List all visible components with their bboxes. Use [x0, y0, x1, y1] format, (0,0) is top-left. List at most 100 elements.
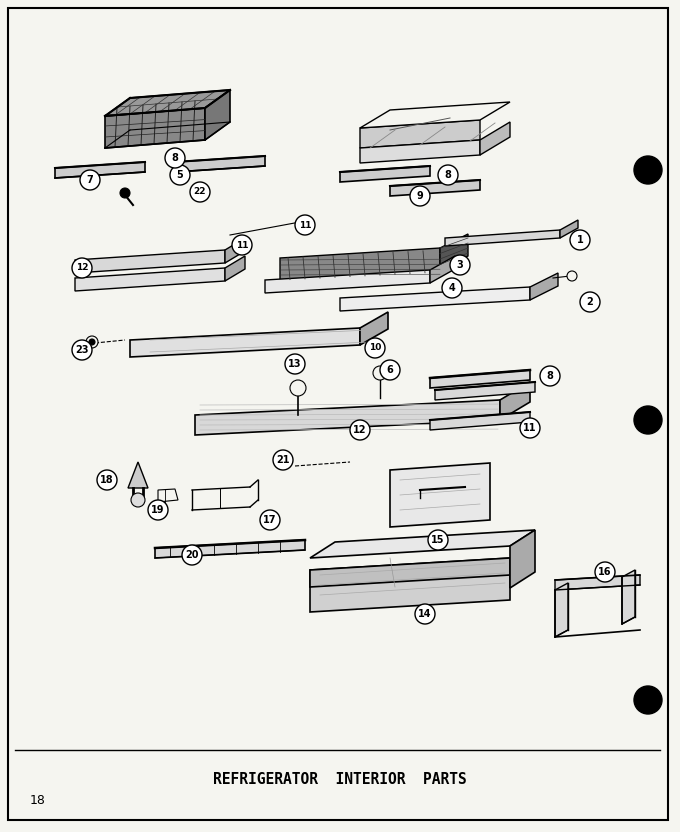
Text: 7: 7 [86, 175, 93, 185]
Circle shape [540, 366, 560, 386]
Polygon shape [360, 312, 388, 345]
Polygon shape [560, 220, 578, 238]
Polygon shape [105, 108, 205, 148]
Text: 11: 11 [299, 220, 311, 230]
Text: 12: 12 [75, 264, 88, 273]
Polygon shape [622, 570, 635, 624]
Text: 8: 8 [171, 153, 178, 163]
Polygon shape [530, 273, 558, 300]
Circle shape [72, 258, 92, 278]
Polygon shape [360, 102, 510, 128]
Circle shape [89, 339, 95, 345]
Text: 16: 16 [598, 567, 612, 577]
Circle shape [165, 148, 185, 168]
Polygon shape [158, 489, 178, 502]
Circle shape [380, 360, 400, 380]
Circle shape [567, 271, 577, 281]
Circle shape [232, 235, 252, 255]
Circle shape [290, 380, 306, 396]
Polygon shape [280, 248, 440, 280]
Circle shape [570, 230, 590, 250]
Circle shape [295, 215, 315, 235]
Polygon shape [440, 234, 468, 270]
Circle shape [80, 170, 100, 190]
Polygon shape [155, 540, 305, 558]
Polygon shape [340, 166, 430, 182]
Circle shape [350, 420, 370, 440]
Circle shape [415, 604, 435, 624]
Text: 11: 11 [523, 423, 537, 433]
Circle shape [148, 500, 168, 520]
Polygon shape [435, 382, 535, 400]
Polygon shape [360, 120, 480, 148]
Circle shape [120, 188, 130, 198]
Polygon shape [390, 463, 490, 527]
Text: 11: 11 [236, 240, 248, 250]
Circle shape [580, 292, 600, 312]
Text: 18: 18 [30, 794, 46, 806]
Circle shape [97, 470, 117, 490]
Polygon shape [430, 412, 530, 430]
Polygon shape [480, 122, 510, 155]
Circle shape [190, 182, 210, 202]
Polygon shape [555, 583, 568, 637]
Text: 23: 23 [75, 345, 89, 355]
Text: 13: 13 [288, 359, 302, 369]
Circle shape [273, 450, 293, 470]
Circle shape [450, 255, 470, 275]
Circle shape [520, 418, 540, 438]
Polygon shape [55, 162, 145, 178]
Polygon shape [430, 256, 455, 283]
Circle shape [373, 366, 387, 380]
Polygon shape [390, 180, 480, 196]
Polygon shape [130, 328, 360, 357]
Circle shape [634, 406, 662, 434]
Polygon shape [105, 90, 230, 116]
Text: 18: 18 [100, 475, 114, 485]
Circle shape [260, 510, 280, 530]
Polygon shape [500, 382, 530, 420]
Circle shape [131, 493, 145, 507]
Polygon shape [310, 558, 510, 587]
Circle shape [595, 562, 615, 582]
Circle shape [438, 165, 458, 185]
Polygon shape [225, 256, 245, 281]
Circle shape [442, 278, 462, 298]
Text: 8: 8 [547, 371, 554, 381]
Text: 3: 3 [457, 260, 463, 270]
Text: 9: 9 [417, 191, 424, 201]
Text: 19: 19 [151, 505, 165, 515]
Polygon shape [310, 530, 535, 558]
Text: 17: 17 [263, 515, 277, 525]
Text: 6: 6 [387, 365, 393, 375]
Circle shape [410, 186, 430, 206]
Polygon shape [75, 268, 225, 291]
Text: 10: 10 [369, 344, 381, 353]
Polygon shape [128, 462, 148, 488]
Text: 8: 8 [445, 170, 452, 180]
Text: 20: 20 [185, 550, 199, 560]
Polygon shape [555, 575, 640, 590]
Polygon shape [205, 90, 230, 140]
Polygon shape [360, 140, 480, 163]
Text: 14: 14 [418, 609, 432, 619]
Circle shape [72, 340, 92, 360]
Text: 21: 21 [276, 455, 290, 465]
Polygon shape [195, 400, 500, 435]
Circle shape [634, 156, 662, 184]
Circle shape [182, 545, 202, 565]
Circle shape [634, 686, 662, 714]
Polygon shape [430, 370, 530, 388]
Text: 1: 1 [577, 235, 583, 245]
Polygon shape [75, 250, 225, 273]
Text: 5: 5 [177, 170, 184, 180]
Circle shape [365, 338, 385, 358]
Circle shape [86, 336, 98, 348]
Text: 4: 4 [449, 283, 456, 293]
Polygon shape [340, 287, 530, 311]
Circle shape [285, 354, 305, 374]
Polygon shape [310, 558, 510, 612]
Text: 15: 15 [431, 535, 445, 545]
Polygon shape [175, 156, 265, 172]
Text: 22: 22 [194, 187, 206, 196]
